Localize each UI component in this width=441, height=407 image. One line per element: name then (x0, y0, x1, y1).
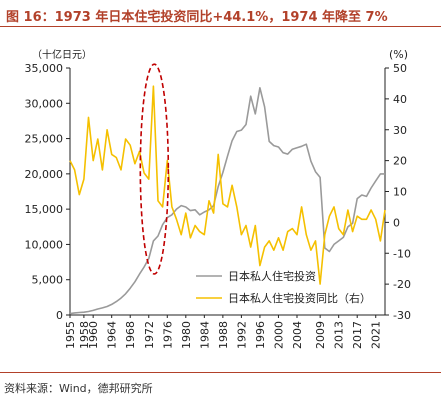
right-tick-label: 30 (393, 124, 407, 137)
left-tick-label: 20,000 (25, 168, 64, 181)
x-tick-label: 1955 (64, 321, 77, 349)
x-tick-label: 2013 (333, 321, 346, 349)
chart: 0 5,000 10,000 15,000 20,000 25,000 30,000 35,0… (25, 48, 411, 349)
left-tick-label: 0 (56, 309, 63, 322)
x-tick-label: 1964 (106, 321, 119, 349)
right-tick-label: -10 (393, 247, 411, 260)
x-tick-label: 1996 (254, 321, 267, 349)
source-note: 资料来源：Wind，德邦研究所 (4, 382, 153, 395)
figure-title: 图 16：1973 年日本住宅投资同比+44.1%，1974 年降至 7% (6, 10, 388, 25)
title-divider (0, 26, 441, 27)
x-tick-label: 2004 (291, 321, 304, 349)
left-tick-label: 15,000 (25, 203, 64, 216)
series-layer (69, 63, 386, 315)
axes: 0 5,000 10,000 15,000 20,000 25,000 30,000 35,0… (25, 48, 411, 349)
right-tick-label: 0 (393, 216, 400, 229)
left-tick-label: 35,000 (25, 62, 64, 75)
series-line-yoy (69, 85, 386, 285)
left-tick-label: 10,000 (25, 238, 64, 251)
legend-label-yoy: 日本私人住宅投资同比（右） (228, 291, 371, 305)
x-tick-label: 1972 (143, 321, 156, 349)
x-tick-label: 2009 (314, 321, 327, 349)
right-tick-label: 20 (393, 155, 407, 168)
left-axis-unit: （十亿日元） (32, 48, 92, 61)
x-tick-label: 1968 (124, 321, 137, 349)
left-tick-label: 5,000 (32, 274, 64, 287)
left-tick-label: 25,000 (25, 133, 64, 146)
x-tick-label: 2017 (351, 321, 364, 349)
left-tick-label: 30,000 (25, 97, 64, 110)
x-tick-label: 1958 (78, 321, 91, 349)
x-tick-label: 1960 (87, 321, 100, 349)
right-tick-label: -30 (393, 309, 411, 322)
legend-label-investment: 日本私人住宅投资 (228, 269, 316, 283)
x-tick-label: 1980 (180, 321, 193, 349)
x-tick-label: 2021 (370, 321, 383, 349)
x-tick-label: 1988 (217, 321, 230, 349)
right-tick-label: -20 (393, 278, 411, 291)
source-divider (0, 372, 441, 373)
highlight-ellipse (139, 63, 170, 275)
right-tick-label: 50 (393, 62, 407, 75)
right-tick-label: 40 (393, 93, 407, 106)
x-tick-label: 1984 (198, 321, 211, 349)
x-tick-label: 1992 (235, 321, 248, 349)
x-tick-label: 2000 (272, 321, 285, 349)
series-line-investment (69, 86, 385, 315)
x-tick-label: 1976 (161, 321, 174, 349)
right-tick-label: 10 (393, 186, 407, 199)
right-axis-unit: (%) (389, 48, 408, 61)
